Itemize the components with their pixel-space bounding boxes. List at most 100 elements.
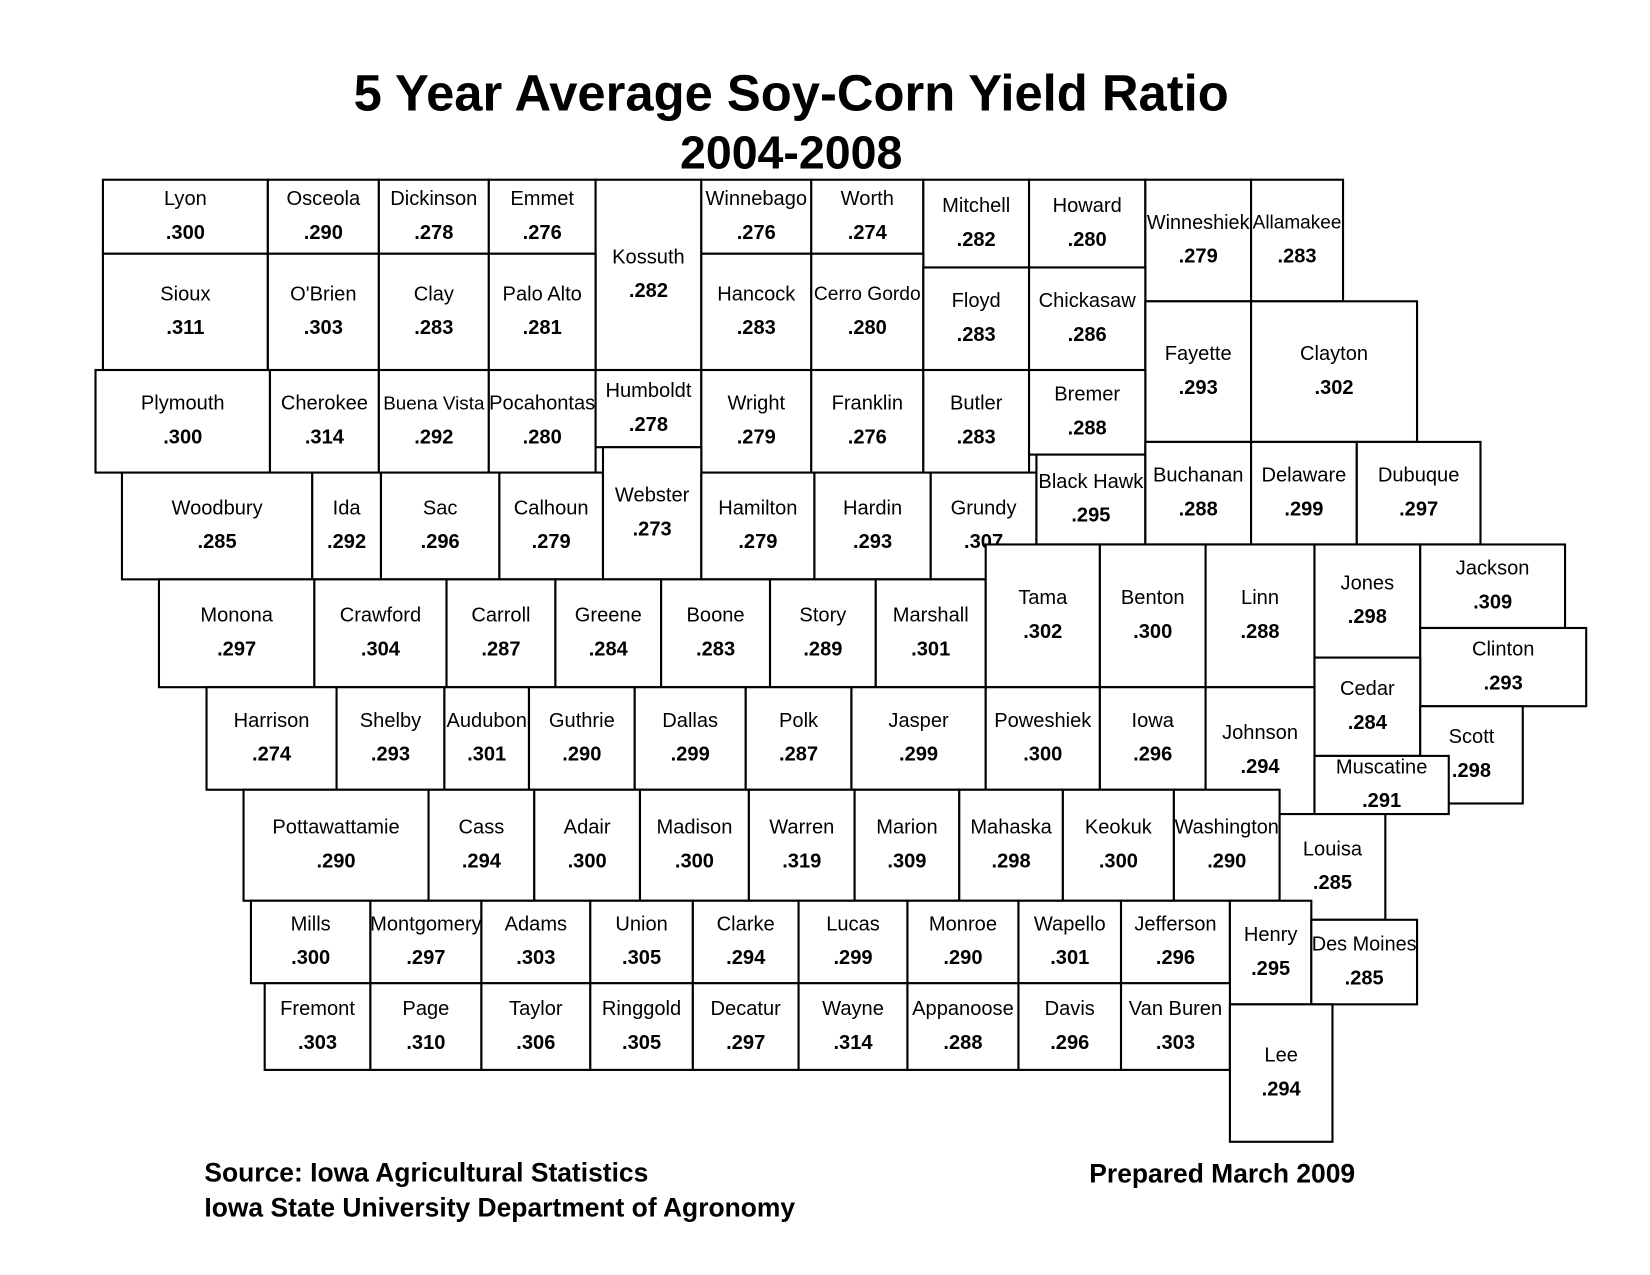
county-name: Osceola bbox=[287, 188, 361, 210]
county-value: .293 bbox=[371, 744, 410, 766]
county-name: Clay bbox=[414, 283, 454, 305]
county bbox=[101, 178, 269, 255]
county-name: Dallas bbox=[662, 710, 718, 732]
county-name: Dickinson bbox=[390, 188, 477, 210]
county bbox=[1027, 368, 1147, 456]
county-value: .282 bbox=[957, 229, 996, 251]
county bbox=[1355, 440, 1482, 546]
county bbox=[1035, 453, 1147, 546]
county-name: Wright bbox=[727, 393, 785, 415]
map-title: 5 Year Average Soy-Corn Yield Ratio bbox=[354, 65, 1229, 122]
county bbox=[1098, 686, 1207, 791]
county-name: Cass bbox=[459, 817, 505, 839]
county bbox=[427, 788, 536, 902]
county-value: .294 bbox=[1262, 1078, 1302, 1100]
county-value: .273 bbox=[633, 518, 672, 540]
county-name: Dubuque bbox=[1378, 465, 1460, 487]
county-value: .310 bbox=[406, 1032, 445, 1054]
county-name: Greene bbox=[575, 605, 642, 627]
county bbox=[1228, 1003, 1334, 1143]
county bbox=[922, 368, 1031, 474]
county-name: Webster bbox=[615, 485, 690, 507]
county bbox=[205, 686, 338, 791]
county-value: .300 bbox=[675, 850, 714, 872]
county-name: Hamilton bbox=[718, 497, 797, 519]
county-name: Lyon bbox=[164, 188, 207, 210]
county-value: .288 bbox=[1068, 418, 1107, 440]
county bbox=[498, 471, 605, 581]
county-value: .283 bbox=[957, 324, 996, 346]
county bbox=[487, 368, 597, 474]
county-value: .278 bbox=[629, 414, 668, 436]
county-value: .294 bbox=[1241, 756, 1281, 778]
county-value: .303 bbox=[516, 947, 555, 969]
county bbox=[958, 788, 1064, 902]
county-name: Ringgold bbox=[602, 998, 681, 1020]
county-name: Winnebago bbox=[705, 188, 807, 210]
county-value: .304 bbox=[361, 638, 401, 660]
county-name: Taylor bbox=[509, 998, 563, 1020]
county-value: .287 bbox=[779, 744, 818, 766]
county bbox=[906, 982, 1020, 1071]
county-value: .296 bbox=[421, 531, 460, 553]
county-value: .280 bbox=[1068, 229, 1107, 251]
county-name: Grundy bbox=[951, 497, 1017, 519]
county bbox=[594, 178, 703, 372]
county bbox=[1017, 982, 1123, 1071]
county-value: .303 bbox=[1156, 1032, 1195, 1054]
county bbox=[810, 368, 925, 474]
county bbox=[268, 368, 380, 474]
county-value: .285 bbox=[1313, 872, 1352, 894]
county-name: Emmet bbox=[510, 188, 574, 210]
county-name: Johnson bbox=[1222, 722, 1298, 744]
county-value: .297 bbox=[217, 638, 256, 660]
county bbox=[266, 252, 380, 372]
county bbox=[94, 368, 272, 474]
county-value: .281 bbox=[523, 317, 562, 339]
county-name: Butler bbox=[950, 393, 1003, 415]
county bbox=[1027, 266, 1147, 372]
county-name: Clayton bbox=[1300, 343, 1368, 365]
county bbox=[1144, 440, 1253, 546]
county bbox=[768, 578, 877, 689]
county-name: Wayne bbox=[822, 998, 884, 1020]
county bbox=[922, 178, 1031, 269]
county-name: Audubon bbox=[446, 710, 526, 732]
county bbox=[744, 686, 853, 791]
county bbox=[120, 471, 314, 581]
county bbox=[533, 788, 642, 902]
county-name: Washington bbox=[1175, 817, 1279, 839]
county bbox=[335, 686, 446, 791]
county-value: .300 bbox=[291, 947, 330, 969]
county bbox=[1228, 899, 1313, 1006]
county bbox=[660, 578, 772, 689]
county-value: .284 bbox=[1348, 712, 1388, 734]
county-value: .298 bbox=[1452, 760, 1491, 782]
county-value: .300 bbox=[163, 427, 202, 449]
county-value: .311 bbox=[166, 317, 204, 339]
county-name: Black Hawk bbox=[1038, 471, 1144, 493]
county bbox=[1250, 178, 1345, 303]
county-name: Mahaska bbox=[970, 817, 1052, 839]
county-name: Buchanan bbox=[1153, 465, 1243, 487]
county-value: .283 bbox=[1278, 246, 1317, 268]
county-value: .295 bbox=[1071, 505, 1110, 527]
county-value: .296 bbox=[1156, 947, 1195, 969]
county bbox=[1250, 300, 1419, 443]
county-value: .299 bbox=[833, 947, 872, 969]
county-name: Monroe bbox=[929, 913, 997, 935]
county bbox=[1098, 543, 1207, 689]
county-name: Warren bbox=[769, 817, 834, 839]
county-name: Story bbox=[799, 605, 846, 627]
county bbox=[157, 578, 316, 689]
county-value: .293 bbox=[1179, 377, 1218, 399]
county-name: Boone bbox=[687, 605, 745, 627]
county bbox=[101, 252, 269, 372]
county-name: Harrison bbox=[234, 710, 310, 732]
county-value: .298 bbox=[992, 850, 1031, 872]
county-name: Delaware bbox=[1262, 465, 1347, 487]
county-value: .283 bbox=[414, 317, 453, 339]
county-value: .279 bbox=[738, 531, 777, 553]
county-name: Woodbury bbox=[172, 497, 263, 519]
county-name: Plymouth bbox=[141, 393, 225, 415]
